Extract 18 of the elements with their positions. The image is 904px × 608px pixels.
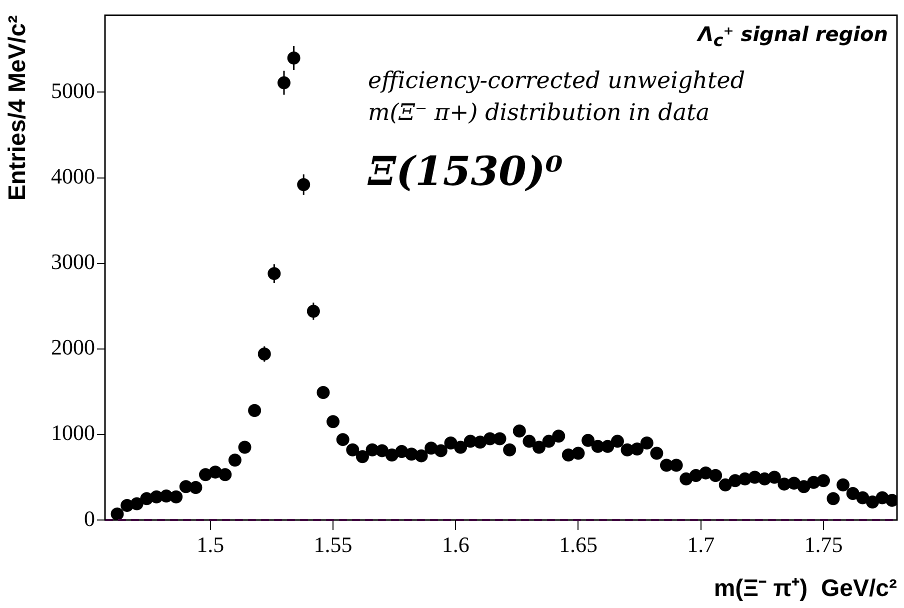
x-tick-label: 1.6: [442, 532, 470, 557]
annotation: Ξ(1530)⁰: [368, 148, 563, 195]
y-tick-label: 2000: [51, 334, 95, 360]
y-tick-label: 0: [84, 506, 95, 531]
x-tick-label: 1.5: [196, 532, 224, 557]
x-tick-label: 1.75: [804, 532, 843, 557]
y-tick-label: 4000: [51, 164, 95, 189]
annotation: efficiency-corrected unweighted: [368, 68, 746, 94]
x-tick-label: 1.55: [314, 532, 352, 557]
x-tick-label: 1.7: [687, 532, 715, 557]
annotation: Λ$_{c}$⁺ signal region: [698, 22, 888, 50]
y-tick-label: 1000: [51, 420, 95, 446]
y-axis-title: Entries/4 MeV/c²: [4, 15, 32, 201]
y-tick-label: 5000: [51, 78, 95, 103]
x-axis-title: m(Ξ⁻ π⁺) GeV/c²: [714, 575, 897, 602]
y-tick-label: 3000: [51, 249, 95, 274]
annotation: m(Ξ⁻ π+) distribution in data: [368, 100, 710, 126]
x-tick-label: 1.65: [558, 532, 598, 557]
